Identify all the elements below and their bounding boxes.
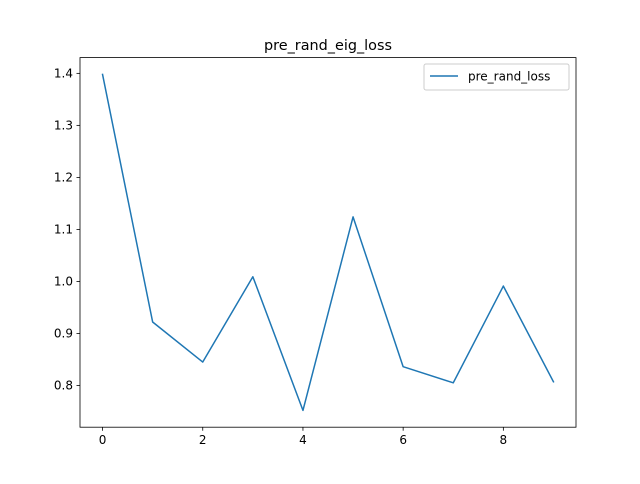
plot-area-frame <box>79 57 577 428</box>
x-tick-label: 4 <box>299 433 307 447</box>
y-tick-label: 0.8 <box>54 379 73 393</box>
y-tick-label: 1.2 <box>54 171 73 185</box>
y-tick-label: 1.1 <box>54 223 73 237</box>
series-line-pre_rand_loss <box>101 73 555 412</box>
chart-title: pre_rand_eig_loss <box>264 38 392 54</box>
legend: pre_rand_loss <box>423 63 570 91</box>
y-tick-label: 1.3 <box>54 119 73 133</box>
y-axis-ticks: 0.8 0.9 1.0 1.1 1.2 1.3 1.4 <box>54 67 80 393</box>
y-tick-label: 1.4 <box>54 67 73 81</box>
x-tick-label: 6 <box>399 433 407 447</box>
x-tick-label: 8 <box>500 433 508 447</box>
axes <box>79 57 577 428</box>
x-axis-ticks: 0 2 4 6 8 <box>99 427 507 447</box>
legend-box <box>423 63 570 91</box>
legend-label-pre_rand_loss: pre_rand_loss <box>468 70 550 84</box>
x-tick-label: 2 <box>199 433 207 447</box>
y-tick-label: 0.9 <box>54 327 73 341</box>
x-tick-label: 0 <box>99 433 107 447</box>
series-lines <box>101 73 555 412</box>
y-tick-label: 1.0 <box>54 275 73 289</box>
